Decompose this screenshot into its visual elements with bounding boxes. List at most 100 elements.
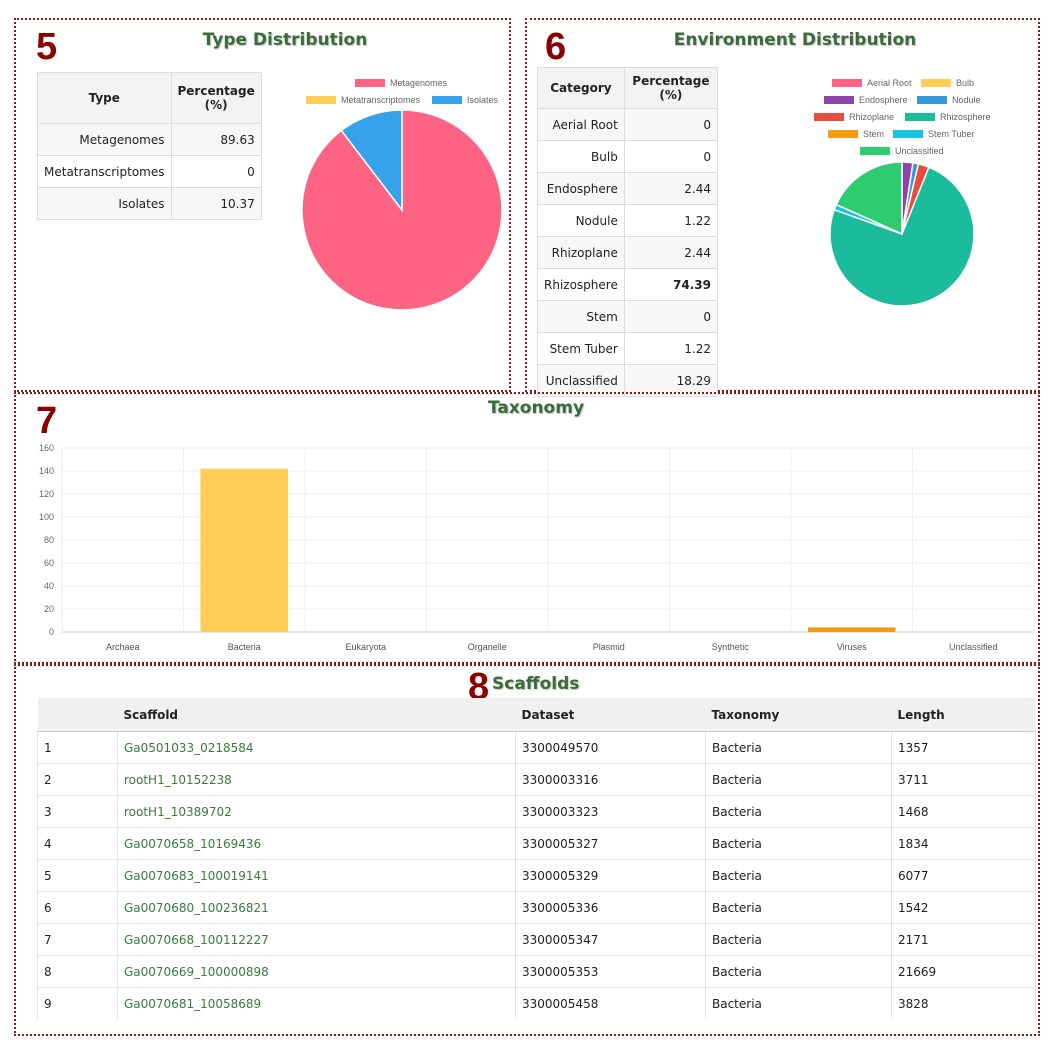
- row-index: 7: [44, 933, 52, 947]
- legend-label: Rhizoplane: [849, 112, 894, 122]
- table-cell: 9: [38, 988, 118, 1020]
- table-cell: 3300005327: [516, 828, 706, 860]
- table-cell: Ga0070683_100019141: [118, 860, 516, 892]
- table-row: 6 Ga0070680_100236821 3300005336 Bacteria 15…: [38, 892, 1036, 924]
- length-header[interactable]: Length: [892, 698, 1036, 732]
- dataset-id: 3300005329: [522, 869, 598, 883]
- y-tick-label: 140: [39, 466, 54, 476]
- environment-percentage: 2.44: [624, 237, 717, 269]
- taxonomy-value: Bacteria: [712, 901, 762, 915]
- type-percentage: 0: [171, 156, 261, 188]
- type-percentage: 89.63: [171, 124, 261, 156]
- legend-item-stem-tuber[interactable]: Stem Tuber: [893, 129, 975, 139]
- table-row: 7 Ga0070668_100112227 3300005347 Bacteria 21…: [38, 924, 1036, 956]
- table-cell: 5: [38, 860, 118, 892]
- legend-swatch: [814, 113, 844, 121]
- table-row: 3 rootH1_10389702 3300003323 Bacteria 1468: [38, 796, 1036, 828]
- legend-swatch: [824, 96, 854, 104]
- scaffold-link[interactable]: Ga0070680_100236821: [124, 901, 269, 915]
- table-cell: Ga0501033_0218584: [118, 732, 516, 764]
- table-cell: 4: [38, 828, 118, 860]
- scaffold-header[interactable]: Scaffold: [118, 698, 516, 732]
- panel-number-6: 6: [545, 28, 566, 66]
- taxonomy-value: Bacteria: [712, 773, 762, 787]
- scaffolds-table: Scaffold Dataset Taxonomy Length 1 Ga0501…: [37, 698, 1036, 1019]
- environment-row: Aerial Root 0: [538, 109, 718, 141]
- row-index: 1: [44, 741, 52, 755]
- table-cell: Bacteria: [706, 988, 892, 1020]
- environment-label: Aerial Root: [538, 109, 625, 141]
- dataset-id: 3300003316: [522, 773, 598, 787]
- table-cell: Ga0070658_10169436: [118, 828, 516, 860]
- table-row: 9 Ga0070681_10058689 3300005458 Bacteria 382…: [38, 988, 1036, 1020]
- dataset-id: 3300005458: [522, 997, 598, 1011]
- legend-item-stem[interactable]: Stem: [828, 129, 884, 139]
- environment-percentage: 0: [624, 301, 717, 333]
- table-cell: 3300005458: [516, 988, 706, 1020]
- table-cell: Bacteria: [706, 956, 892, 988]
- table-cell: 3300049570: [516, 732, 706, 764]
- scaffold-link[interactable]: Ga0070669_100000898: [124, 965, 269, 979]
- legend-item-metagenomes[interactable]: Metagenomes: [355, 78, 447, 88]
- legend-item-rhizosphere[interactable]: Rhizosphere: [905, 112, 991, 122]
- environment-row: Rhizosphere 74.39: [538, 269, 718, 301]
- legend-item-endosphere[interactable]: Endosphere: [824, 95, 908, 105]
- scaffold-link[interactable]: Ga0501033_0218584: [124, 741, 254, 755]
- environment-label: Rhizoplane: [538, 237, 625, 269]
- scaffold-link[interactable]: Ga0070681_10058689: [124, 997, 261, 1011]
- table-cell: Ga0070681_10058689: [118, 988, 516, 1020]
- table-cell: 21669: [892, 956, 1036, 988]
- environment-label: Stem Tuber: [538, 333, 625, 365]
- table-cell: Bacteria: [706, 828, 892, 860]
- length-value: 1834: [898, 837, 929, 851]
- environment-percentage: 0: [624, 141, 717, 173]
- table-cell: 3300005347: [516, 924, 706, 956]
- scaffold-link[interactable]: Ga0070668_100112227: [124, 933, 269, 947]
- table-cell: 8: [38, 956, 118, 988]
- dataset-header[interactable]: Dataset: [516, 698, 706, 732]
- legend-label: Metagenomes: [390, 78, 447, 88]
- index-header: [38, 698, 118, 732]
- scaffold-link[interactable]: Ga0070658_10169436: [124, 837, 261, 851]
- table-row: 8 Ga0070669_100000898 3300005353 Bacteria 21…: [38, 956, 1036, 988]
- legend-item-bulb[interactable]: Bulb: [921, 78, 974, 88]
- bar-bacteria[interactable]: [201, 469, 288, 632]
- legend-swatch: [828, 130, 858, 138]
- table-cell: Bacteria: [706, 892, 892, 924]
- environment-row: Stem Tuber 1.22: [538, 333, 718, 365]
- type-pie-chart: [302, 110, 502, 310]
- legend-label: Stem: [863, 129, 884, 139]
- x-tick-label: Archaea: [106, 642, 140, 652]
- legend-label: Aerial Root: [867, 78, 912, 88]
- legend-item-isolates[interactable]: Isolates: [432, 95, 498, 105]
- legend-item-metatranscriptomes[interactable]: Metatranscriptomes: [306, 95, 420, 105]
- scaffold-link[interactable]: rootH1_10152238: [124, 773, 232, 787]
- taxonomy-value: Bacteria: [712, 837, 762, 851]
- taxonomy-header[interactable]: Taxonomy: [706, 698, 892, 732]
- legend-label: Unclassified: [895, 146, 944, 156]
- x-tick-label: Bacteria: [228, 642, 261, 652]
- table-row: 4 Ga0070658_10169436 3300005327 Bacteria 183…: [38, 828, 1036, 860]
- type-label: Metatranscriptomes: [38, 156, 172, 188]
- legend-item-nodule[interactable]: Nodule: [917, 95, 981, 105]
- legend-label: Stem Tuber: [928, 129, 975, 139]
- y-tick-label: 160: [39, 443, 54, 453]
- environment-pie-chart: [830, 162, 974, 306]
- length-value: 2171: [898, 933, 929, 947]
- dataset-id: 3300049570: [522, 741, 598, 755]
- legend-item-unclassified[interactable]: Unclassified: [860, 146, 944, 156]
- table-cell: 7: [38, 924, 118, 956]
- legend-swatch: [893, 130, 923, 138]
- type-percentage: 10.37: [171, 188, 261, 220]
- scaffold-link[interactable]: rootH1_10389702: [124, 805, 232, 819]
- scaffold-link[interactable]: Ga0070683_100019141: [124, 869, 269, 883]
- type-label: Isolates: [38, 188, 172, 220]
- taxonomy-value: Bacteria: [712, 805, 762, 819]
- length-value: 1357: [898, 741, 929, 755]
- length-value: 3711: [898, 773, 929, 787]
- environment-row: Rhizoplane 2.44: [538, 237, 718, 269]
- legend-item-aerial-root[interactable]: Aerial Root: [832, 78, 912, 88]
- legend-item-rhizoplane[interactable]: Rhizoplane: [814, 112, 894, 122]
- x-tick-label: Unclassified: [949, 642, 998, 652]
- bar-viruses[interactable]: [808, 627, 895, 632]
